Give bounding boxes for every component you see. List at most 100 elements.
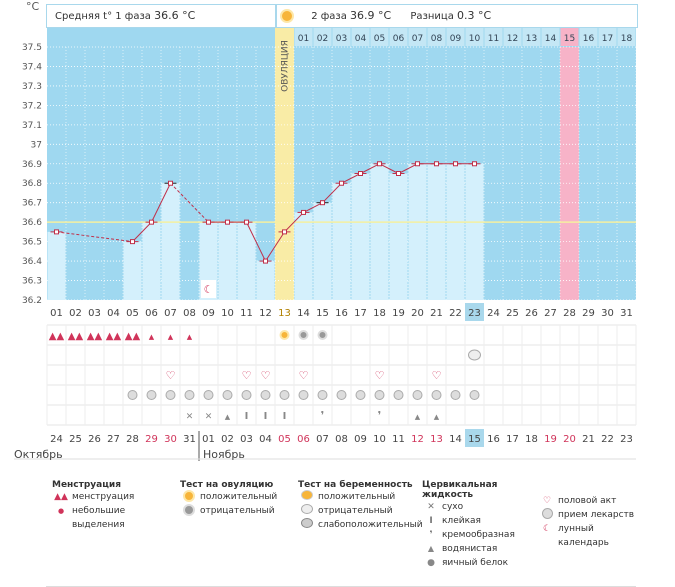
cycle-day-label: 15 xyxy=(316,308,329,319)
cycle-day-label: 29 xyxy=(582,308,595,319)
legend-ovulation: Тест на овуляцию положительный отрицател… xyxy=(180,480,290,518)
temp-point xyxy=(396,171,401,176)
y-tick-label: 36.6 xyxy=(22,218,42,228)
calendar-date-label: 29 xyxy=(145,434,158,445)
phase1-label: Средняя t° 1 фаза xyxy=(55,11,151,22)
phase-day-label: 06 xyxy=(393,34,405,44)
legend-medication: прием лекарств xyxy=(538,508,638,522)
calendar-date-label: 23 xyxy=(620,434,633,445)
pill-icon xyxy=(260,390,271,400)
temp-line-segment xyxy=(151,183,171,223)
cycle-day-label: 30 xyxy=(601,308,614,319)
calendar-date-label: 09 xyxy=(354,434,367,445)
calendar-date-label: 04 xyxy=(259,434,272,445)
y-tick-label: 36.3 xyxy=(22,277,42,287)
phase1-value: 36.6 °C xyxy=(154,9,196,22)
calendar-date-label: 06 xyxy=(297,434,310,445)
ovulation-label: ОВУЛЯЦИЯ xyxy=(281,40,291,92)
phase2-label: 2 фаза xyxy=(311,11,347,22)
sticky-icon: I xyxy=(264,411,268,422)
temp-line-segment xyxy=(56,231,133,243)
y-tick-label: 36.2 xyxy=(22,296,42,306)
pill-icon xyxy=(279,390,290,400)
phase-day-cell xyxy=(522,28,541,46)
phase1-summary: Средняя t° 1 фаза 36.6 °C xyxy=(46,4,276,28)
heart-icon: ♡ xyxy=(432,369,442,382)
phase-day-label: 01 xyxy=(298,34,309,44)
phase-day-label: 05 xyxy=(374,34,385,44)
calendar-date-label: 25 xyxy=(69,434,82,445)
phase-day-cell xyxy=(617,28,636,46)
calendar-date-label: 12 xyxy=(411,434,424,445)
month-prev-label: Октябрь xyxy=(14,448,63,461)
pill-icon xyxy=(355,390,366,400)
pill-icon xyxy=(469,390,480,400)
temp-point xyxy=(377,161,382,167)
y-tick-label: 36.8 xyxy=(22,179,42,189)
pregnancy-weak-icon xyxy=(300,518,314,533)
phase-day-cell xyxy=(541,28,560,46)
temp-point xyxy=(206,219,211,225)
phase-day-cell xyxy=(370,28,389,46)
legend-ovulation-negative: отрицательный xyxy=(180,504,290,518)
pill-icon xyxy=(450,390,461,400)
phase-day-cell xyxy=(560,28,579,46)
y-tick-label: 36.7 xyxy=(22,199,42,209)
calendar-date-label: 27 xyxy=(107,434,120,445)
phase-day-cell xyxy=(484,28,503,46)
calendar-date-label: 21 xyxy=(582,434,595,445)
phase-day-label: 10 xyxy=(469,34,481,44)
temp-bar xyxy=(332,183,351,300)
temp-point xyxy=(358,171,363,176)
legend-pregnancy-title: Тест на беременность xyxy=(298,480,413,490)
phase-day-label: 16 xyxy=(583,34,595,44)
calendar-date-label: 03 xyxy=(240,434,253,445)
temp-line-segment xyxy=(132,221,152,242)
pill-icon xyxy=(146,390,157,400)
pill-icon xyxy=(336,390,347,400)
temp-point xyxy=(282,229,287,235)
month-next-label: Ноябрь xyxy=(203,448,245,461)
cycle-day-label: 07 xyxy=(164,308,177,319)
legend-menstruation: Менструация ▲▲ менструация ● небольшие выд… xyxy=(52,480,172,530)
temp-line-segment xyxy=(341,173,361,184)
calendar-date-label: 02 xyxy=(221,434,234,445)
temp-bar xyxy=(142,222,161,300)
phase-day-cell xyxy=(465,28,484,46)
temp-line-segment xyxy=(360,163,380,174)
phase-day-label: 12 xyxy=(507,34,518,44)
watery-drop-icon: ▲ xyxy=(427,544,435,553)
legend-menstruation-title: Менструация xyxy=(52,480,121,490)
calendar-date-label: 18 xyxy=(525,434,538,445)
phase-day-label: 03 xyxy=(336,34,347,44)
temp-bar xyxy=(408,163,427,300)
legend-fluid-dry: ✕ сухо xyxy=(422,500,542,514)
cycle-day-label: 25 xyxy=(506,308,519,319)
y-tick-label: 37.2 xyxy=(22,101,42,111)
cycle-day-label: 08 xyxy=(183,308,196,319)
temp-line-segment xyxy=(265,231,285,262)
creamy-icon: ❜ xyxy=(429,530,433,540)
blood-drop-light-icon: ● xyxy=(57,507,65,515)
calendar-date-label: 22 xyxy=(601,434,614,445)
temp-point xyxy=(434,161,439,167)
watery-drop-icon: ▲ xyxy=(415,413,421,421)
egg-white-icon: ● xyxy=(427,558,435,568)
phase-day-cell xyxy=(579,28,598,46)
calendar-date-label: 24 xyxy=(50,434,63,445)
ovulation-negative-icon xyxy=(317,330,328,340)
blood-drop-light-icon: ▲ xyxy=(149,333,155,341)
cycle-day-label: 24 xyxy=(487,308,500,319)
period-forecast-column xyxy=(560,47,579,300)
pill-icon xyxy=(393,390,404,400)
calendar-date-label: 10 xyxy=(373,434,386,445)
temp-bar xyxy=(313,202,332,300)
blood-drop-heavy-icon: ▲▲ xyxy=(68,331,84,342)
legend-light-item: ● небольшие выделения xyxy=(52,504,172,530)
pill-icon xyxy=(127,390,138,400)
temp-bar xyxy=(465,163,484,300)
temp-line-segment xyxy=(322,182,342,204)
sticky-icon: I xyxy=(245,411,249,422)
blood-drop-heavy-icon: ▲▲ xyxy=(106,331,122,342)
